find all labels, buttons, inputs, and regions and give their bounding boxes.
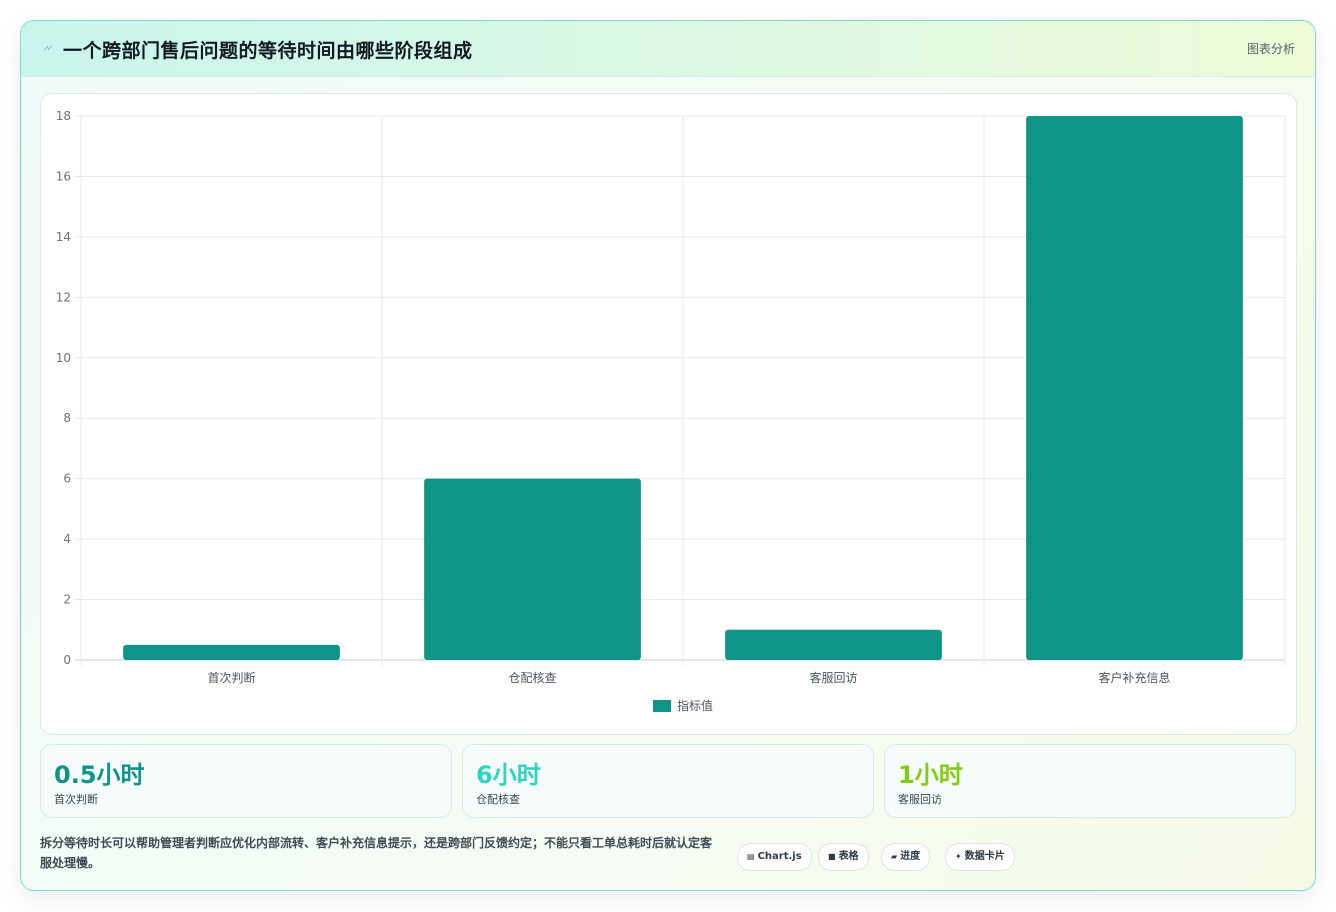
legend-swatch [653, 700, 671, 712]
y-tick-label: 4 [63, 532, 71, 546]
stat-label: 客服回访 [898, 793, 942, 806]
pill-table[interactable]: ■ 表格 [818, 843, 869, 871]
x-tick-label: 客户补充信息 [1098, 670, 1170, 685]
bar [123, 644, 340, 660]
progress-icon: ▰ [891, 852, 898, 861]
stat-value: 0.5小时 [54, 761, 145, 789]
bar [725, 629, 942, 660]
y-tick-label: 0 [63, 653, 71, 667]
stat-card-first-judgment: 0.5小时 首次判断 [40, 744, 452, 818]
x-tick-label: 仓配核查 [508, 671, 556, 685]
y-tick-label: 18 [56, 109, 71, 123]
stat-label: 首次判断 [54, 793, 98, 806]
card-header: 一个跨部门售后问题的等待时间由哪些阶段组成 图表分析 [21, 21, 1315, 77]
table-icon: ▤ [747, 852, 755, 861]
pill-label: 数据卡片 [964, 851, 1005, 862]
y-tick-label: 10 [56, 351, 71, 365]
stat-card-customer-callback: 1小时 客服回访 [884, 744, 1296, 818]
analysis-note: 拆分等待时长可以帮助管理者判断应优化内部流转、客户补充信息提示，还是跨部门反馈约… [40, 836, 713, 870]
pill-chartjs[interactable]: ▤ Chart.js [737, 843, 812, 871]
pill-label: 表格 [838, 851, 859, 862]
bar [424, 478, 641, 660]
page-title: 一个跨部门售后问题的等待时间由哪些阶段组成 [63, 40, 473, 62]
chart-card: 一个跨部门售后问题的等待时间由哪些阶段组成 图表分析 0 2 4 6 8 10 12 14 16… [20, 20, 1316, 891]
lightning-icon [43, 45, 53, 51]
y-tick-label: 6 [63, 472, 71, 486]
y-tick-label: 16 [56, 169, 71, 183]
pill-progress[interactable]: ▰ 进度 [881, 843, 931, 871]
chart-panel: 0 2 4 6 8 10 12 14 16 18 首次判断 仓配核查 客服回访 客户补充信息指标值 [40, 93, 1297, 735]
stat-card-warehouse-check: 6小时 仓配核查 [462, 744, 874, 818]
pill-label: Chart.js [757, 851, 802, 862]
pill-data-card[interactable]: ✦ 数据卡片 [945, 843, 1015, 871]
stat-value: 6小时 [476, 761, 541, 789]
y-tick-label: 14 [56, 230, 71, 244]
y-tick-label: 2 [63, 593, 71, 607]
sparkle-icon: ✦ [955, 852, 962, 861]
grid-icon: ■ [828, 852, 836, 861]
stat-label: 仓配核查 [476, 793, 520, 806]
x-tick-label: 客服回访 [809, 670, 857, 685]
bar [1026, 116, 1243, 660]
x-tick-label: 首次判断 [207, 670, 255, 685]
chart-analysis-tag: 图表分析 [1246, 42, 1295, 56]
y-tick-label: 12 [56, 290, 71, 304]
y-tick-label: 8 [63, 411, 71, 425]
stat-value: 1小时 [898, 761, 963, 789]
pill-label: 进度 [900, 851, 921, 862]
legend-label: 指标值 [677, 698, 713, 713]
